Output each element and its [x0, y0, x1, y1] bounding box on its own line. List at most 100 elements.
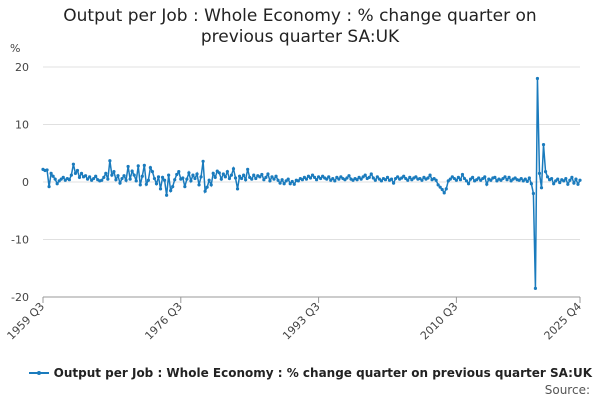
point [108, 159, 112, 163]
point [229, 173, 234, 177]
point [519, 176, 523, 181]
point [104, 171, 108, 175]
point [242, 173, 246, 177]
point [531, 191, 535, 196]
point [426, 176, 430, 180]
point [197, 183, 201, 187]
point [304, 177, 309, 181]
point [578, 178, 582, 182]
point [152, 176, 157, 181]
point [529, 182, 533, 186]
point [237, 174, 242, 178]
point [545, 175, 550, 179]
point [319, 176, 323, 181]
point [260, 172, 264, 177]
point [552, 182, 556, 186]
point [193, 176, 197, 181]
point [221, 172, 225, 176]
point [183, 185, 187, 189]
point [181, 176, 185, 180]
point [134, 179, 138, 183]
point [102, 175, 106, 179]
point [477, 176, 481, 180]
point [408, 175, 412, 179]
point [369, 172, 373, 176]
y-tick-label: 20 [15, 61, 29, 74]
point [442, 191, 446, 195]
point [223, 175, 227, 179]
point [67, 178, 71, 182]
point [389, 177, 394, 181]
point [574, 177, 578, 181]
point [290, 179, 294, 184]
point [331, 176, 335, 181]
point [383, 178, 388, 182]
point [385, 175, 390, 179]
legend: Output per Job : Whole Economy : % chang… [28, 366, 592, 380]
point [448, 177, 452, 181]
point [371, 176, 375, 180]
point [347, 174, 351, 178]
point [367, 175, 371, 179]
point [489, 178, 493, 182]
point [167, 173, 171, 177]
point [144, 182, 148, 186]
point [185, 177, 189, 181]
point [325, 177, 329, 181]
point [373, 178, 377, 182]
x-tick-label: 1976 Q3 [142, 300, 185, 343]
legend-swatch [28, 371, 49, 375]
point [45, 168, 49, 172]
point [205, 185, 209, 189]
point [438, 185, 442, 189]
point [537, 171, 542, 175]
point [177, 170, 181, 174]
point [541, 143, 546, 147]
point [77, 175, 82, 179]
point [75, 168, 80, 173]
point [525, 179, 529, 184]
point [239, 176, 244, 181]
point [345, 176, 349, 180]
point [288, 182, 292, 186]
point [124, 178, 128, 182]
point [132, 173, 136, 177]
point [507, 175, 511, 179]
point [523, 177, 527, 181]
point [314, 178, 319, 182]
point [436, 183, 440, 187]
point [414, 175, 418, 179]
point [92, 176, 96, 181]
point [268, 179, 272, 183]
point [211, 171, 215, 175]
y-tick-label: -10 [11, 234, 29, 247]
y-axis-label: % [10, 42, 20, 55]
point [110, 173, 114, 177]
point [191, 173, 195, 177]
point [51, 174, 55, 178]
y-tick-label: 0 [22, 176, 29, 189]
point [150, 170, 155, 174]
source: Source: [544, 383, 590, 397]
point [142, 163, 146, 167]
point [171, 185, 175, 189]
point [73, 171, 78, 175]
point [420, 178, 424, 182]
point [535, 76, 540, 81]
point [227, 176, 232, 181]
point [94, 174, 98, 178]
series-line [42, 78, 581, 289]
point [128, 177, 132, 181]
point [460, 172, 465, 177]
point [363, 173, 367, 177]
point [396, 175, 400, 179]
point [282, 182, 286, 186]
point [195, 172, 199, 176]
x-tick-label: 1993 Q3 [280, 300, 323, 343]
point [160, 175, 165, 179]
point [402, 174, 406, 178]
point [126, 164, 130, 169]
point [71, 162, 75, 166]
point [69, 173, 73, 177]
